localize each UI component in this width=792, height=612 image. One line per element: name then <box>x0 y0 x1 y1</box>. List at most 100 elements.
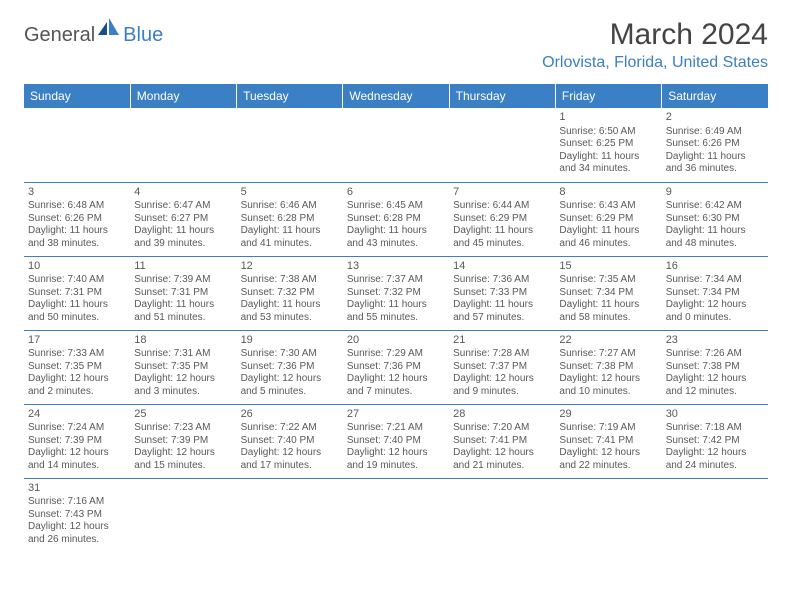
day-number: 13 <box>347 260 445 274</box>
day-info-line: Sunrise: 7:39 AM <box>134 274 232 287</box>
day-info-line: Daylight: 12 hours <box>666 447 764 460</box>
calendar-day-cell: 1Sunrise: 6:50 AMSunset: 6:25 PMDaylight… <box>555 108 661 182</box>
day-info-line: Daylight: 11 hours <box>559 225 657 238</box>
day-info-line: Sunset: 6:29 PM <box>453 213 551 226</box>
day-info-line: Sunrise: 7:21 AM <box>347 422 445 435</box>
calendar-empty-cell <box>130 108 236 182</box>
day-number: 12 <box>241 260 339 274</box>
day-info-line: and 57 minutes. <box>453 312 551 325</box>
day-info-line: and 53 minutes. <box>241 312 339 325</box>
day-info-line: Sunset: 7:37 PM <box>453 361 551 374</box>
calendar-day-cell: 2Sunrise: 6:49 AMSunset: 6:26 PMDaylight… <box>662 108 768 182</box>
day-number: 1 <box>559 111 657 125</box>
day-info-line: Sunset: 7:38 PM <box>666 361 764 374</box>
day-info-line: and 55 minutes. <box>347 312 445 325</box>
weekday-header: Friday <box>555 84 661 108</box>
calendar-day-cell: 3Sunrise: 6:48 AMSunset: 6:26 PMDaylight… <box>24 182 130 256</box>
day-info-line: and 41 minutes. <box>241 238 339 251</box>
day-info-line: Sunset: 7:31 PM <box>28 287 126 300</box>
calendar-empty-cell <box>449 108 555 182</box>
calendar-day-cell: 14Sunrise: 7:36 AMSunset: 7:33 PMDayligh… <box>449 256 555 330</box>
day-info-line: Daylight: 11 hours <box>241 225 339 238</box>
weekday-header-row: SundayMondayTuesdayWednesdayThursdayFrid… <box>24 84 768 108</box>
day-number: 14 <box>453 260 551 274</box>
weekday-header: Saturday <box>662 84 768 108</box>
day-info-line: Sunrise: 7:35 AM <box>559 274 657 287</box>
calendar-table: SundayMondayTuesdayWednesdayThursdayFrid… <box>24 84 768 552</box>
day-info-line: and 2 minutes. <box>28 386 126 399</box>
day-info-line: Sunrise: 7:24 AM <box>28 422 126 435</box>
day-info-line: Daylight: 11 hours <box>28 225 126 238</box>
day-number: 18 <box>134 334 232 348</box>
day-number: 15 <box>559 260 657 274</box>
day-number: 20 <box>347 334 445 348</box>
day-info-line: Sunrise: 7:27 AM <box>559 348 657 361</box>
day-info-line: Sunrise: 7:23 AM <box>134 422 232 435</box>
day-info-line: Sunrise: 7:36 AM <box>453 274 551 287</box>
day-number: 23 <box>666 334 764 348</box>
day-info-line: and 45 minutes. <box>453 238 551 251</box>
calendar-day-cell: 6Sunrise: 6:45 AMSunset: 6:28 PMDaylight… <box>343 182 449 256</box>
day-info-line: Sunrise: 7:16 AM <box>28 496 126 509</box>
day-info-line: Sunrise: 6:45 AM <box>347 200 445 213</box>
day-info-line: and 50 minutes. <box>28 312 126 325</box>
calendar-day-cell: 18Sunrise: 7:31 AMSunset: 7:35 PMDayligh… <box>130 330 236 404</box>
day-number: 17 <box>28 334 126 348</box>
day-info-line: Sunrise: 7:19 AM <box>559 422 657 435</box>
day-info-line: Daylight: 12 hours <box>559 447 657 460</box>
day-info-line: Daylight: 12 hours <box>134 373 232 386</box>
calendar-empty-cell <box>237 108 343 182</box>
day-info-line: Daylight: 11 hours <box>666 225 764 238</box>
day-info-line: Sunset: 7:41 PM <box>559 435 657 448</box>
day-info-line: Daylight: 11 hours <box>453 225 551 238</box>
day-info-line: and 34 minutes. <box>559 163 657 176</box>
day-info-line: and 24 minutes. <box>666 460 764 473</box>
day-info-line: Daylight: 12 hours <box>666 299 764 312</box>
calendar-day-cell: 11Sunrise: 7:39 AMSunset: 7:31 PMDayligh… <box>130 256 236 330</box>
day-info-line: Daylight: 12 hours <box>241 373 339 386</box>
day-number: 5 <box>241 186 339 200</box>
calendar-empty-cell <box>130 478 236 552</box>
day-info-line: Sunset: 6:28 PM <box>241 213 339 226</box>
day-info-line: Sunrise: 7:20 AM <box>453 422 551 435</box>
day-info-line: and 43 minutes. <box>347 238 445 251</box>
calendar-day-cell: 15Sunrise: 7:35 AMSunset: 7:34 PMDayligh… <box>555 256 661 330</box>
day-number: 28 <box>453 408 551 422</box>
day-number: 29 <box>559 408 657 422</box>
day-info-line: and 7 minutes. <box>347 386 445 399</box>
day-info-line: and 36 minutes. <box>666 163 764 176</box>
day-info-line: Daylight: 12 hours <box>28 373 126 386</box>
day-info-line: and 5 minutes. <box>241 386 339 399</box>
day-number: 16 <box>666 260 764 274</box>
day-number: 25 <box>134 408 232 422</box>
weekday-header: Thursday <box>449 84 555 108</box>
calendar-day-cell: 5Sunrise: 6:46 AMSunset: 6:28 PMDaylight… <box>237 182 343 256</box>
day-number: 26 <box>241 408 339 422</box>
day-info-line: and 58 minutes. <box>559 312 657 325</box>
day-info-line: Daylight: 11 hours <box>134 299 232 312</box>
day-info-line: Sunset: 7:33 PM <box>453 287 551 300</box>
day-info-line: Sunrise: 7:30 AM <box>241 348 339 361</box>
calendar-week-row: 24Sunrise: 7:24 AMSunset: 7:39 PMDayligh… <box>24 404 768 478</box>
calendar-day-cell: 29Sunrise: 7:19 AMSunset: 7:41 PMDayligh… <box>555 404 661 478</box>
day-info-line: Daylight: 11 hours <box>347 299 445 312</box>
calendar-day-cell: 8Sunrise: 6:43 AMSunset: 6:29 PMDaylight… <box>555 182 661 256</box>
day-info-line: Sunrise: 7:33 AM <box>28 348 126 361</box>
logo-sail-icon <box>98 18 120 41</box>
day-info-line: Sunset: 7:43 PM <box>28 509 126 522</box>
day-number: 11 <box>134 260 232 274</box>
weekday-header: Wednesday <box>343 84 449 108</box>
day-info-line: and 10 minutes. <box>559 386 657 399</box>
calendar-day-cell: 21Sunrise: 7:28 AMSunset: 7:37 PMDayligh… <box>449 330 555 404</box>
calendar-day-cell: 19Sunrise: 7:30 AMSunset: 7:36 PMDayligh… <box>237 330 343 404</box>
day-info-line: Daylight: 12 hours <box>666 373 764 386</box>
calendar-day-cell: 17Sunrise: 7:33 AMSunset: 7:35 PMDayligh… <box>24 330 130 404</box>
day-info-line: Sunrise: 6:43 AM <box>559 200 657 213</box>
day-number: 3 <box>28 186 126 200</box>
calendar-day-cell: 22Sunrise: 7:27 AMSunset: 7:38 PMDayligh… <box>555 330 661 404</box>
day-info-line: Sunrise: 7:31 AM <box>134 348 232 361</box>
day-info-line: and 0 minutes. <box>666 312 764 325</box>
day-info-line: Sunset: 7:38 PM <box>559 361 657 374</box>
day-info-line: and 38 minutes. <box>28 238 126 251</box>
day-info-line: Daylight: 12 hours <box>347 373 445 386</box>
